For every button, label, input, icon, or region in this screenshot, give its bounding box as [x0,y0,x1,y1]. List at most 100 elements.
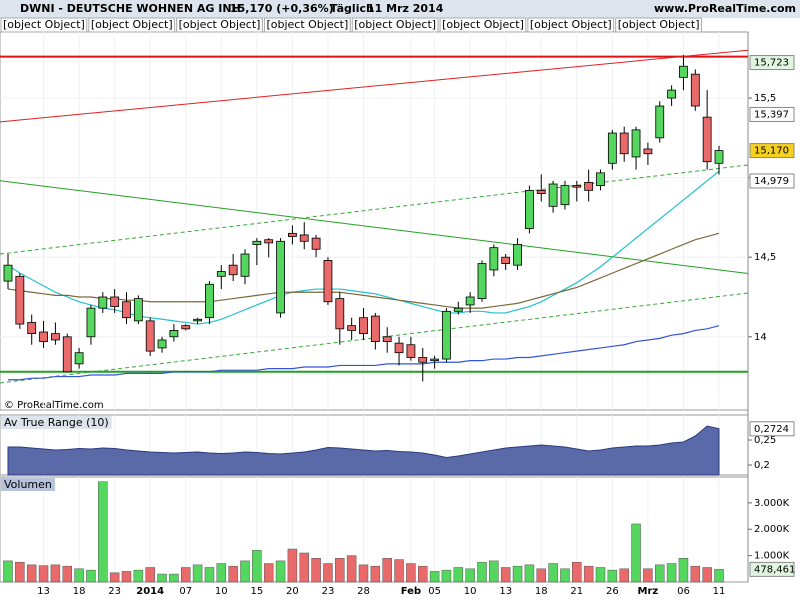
candle-body [643,148,653,155]
price-label: 14,979 [754,176,789,187]
legend-item: [object Object] [3,18,85,31]
candle-body [299,234,309,242]
candle-body [572,185,582,188]
candle-body [513,244,522,266]
volume-bar [714,569,724,583]
price-label-box [749,55,795,71]
volume-bar [607,569,618,583]
price-label: 15,723 [754,58,789,69]
volume-bar [121,571,132,583]
y-tick-label: 1.000K [754,551,790,562]
title: DWNI - DEUTSCHE WOHNEN AG INH [20,2,241,15]
x-tick-label: 11 [713,586,726,597]
legend-box [176,17,263,33]
y-tick-label: 0,2 [754,460,770,471]
candle-body [548,183,558,207]
candle-body [477,263,487,299]
volume-bar [631,523,641,583]
volume-bar [38,565,49,583]
volume-bar [690,565,701,583]
candle-body [51,333,60,341]
header-bar [0,0,800,18]
y-tick-label: 14,5 [754,252,776,263]
volume-bar [678,558,689,583]
volume-bar [666,563,677,583]
x-tick-label: 05 [428,586,441,597]
volume-bar [595,567,606,583]
volume-bar [86,569,96,583]
last-value-box [749,561,795,577]
volume-bar [311,558,321,583]
candle-body [181,325,191,330]
candle-body [418,357,428,363]
volume-bar [157,573,167,583]
volume-bar [145,567,155,583]
legend-box [527,17,615,33]
candle-body [655,105,665,139]
volume-bar [406,563,416,583]
candle-body [145,320,155,352]
candle-body [714,150,724,164]
y-tick-label: 14 [754,332,767,343]
candle-body [702,116,712,163]
candle-body [216,271,226,277]
volume-bar [3,560,13,583]
atr-area [7,425,720,476]
volume-bar [346,555,357,583]
period: Täglich [330,2,374,15]
legend-item: [object Object] [266,18,348,31]
volume-bar [394,559,404,583]
candle-body [62,336,72,373]
candle-body [465,296,475,306]
candle-body [430,358,440,362]
volume-bar [169,573,179,583]
legend-item: [object Object] [442,18,524,31]
candle-body [39,331,48,342]
volume-bar [252,550,262,583]
x-tick-label: Feb [401,586,421,597]
candle-body [264,239,274,244]
volume-bar [465,568,475,583]
candle-body [86,307,96,338]
price-label-box [749,173,795,189]
volume-bar [26,564,37,583]
legend-item: [object Object] [530,18,612,31]
y-tick-label: 2.000K [754,524,790,535]
x-tick-label: 20 [286,586,299,597]
candle-body [98,296,108,309]
volume-bar [358,564,369,583]
legend-item: [object Object] [179,18,261,31]
volume-bar [216,563,227,583]
candle-body [110,296,120,307]
volume-bar [382,558,392,583]
volume-bar [263,563,274,583]
candle-body [679,65,688,78]
date: 11 Mrz 2014 [367,2,444,15]
panel-title-box [1,478,55,491]
volume-bar [477,561,487,583]
x-tick-label: 21 [570,586,583,597]
legend-item: [object Object] [91,18,173,31]
candle-body [276,240,285,314]
volume-bar [287,548,298,583]
legend-box [351,17,439,33]
quote: 15,170 (+0,36%) [230,2,334,15]
y-tick-label: 3.000K [754,498,790,509]
volume-bar [335,558,345,583]
candle-body [442,310,451,360]
candle-body [394,342,404,354]
volume-bar [133,569,144,583]
volume-bar [572,561,582,583]
volume-bar [583,565,594,583]
panel-title: Volumen [4,478,52,491]
candle-body [27,322,37,335]
volume-bar [643,568,653,583]
volume-bar [98,481,108,583]
volume-bar [489,560,499,583]
volume-bar [453,567,464,583]
volume-bar [74,568,84,583]
candle-body [536,189,546,194]
legend-item: [object Object] [354,18,436,31]
volume-bar [275,560,286,583]
legend-box [88,17,176,33]
